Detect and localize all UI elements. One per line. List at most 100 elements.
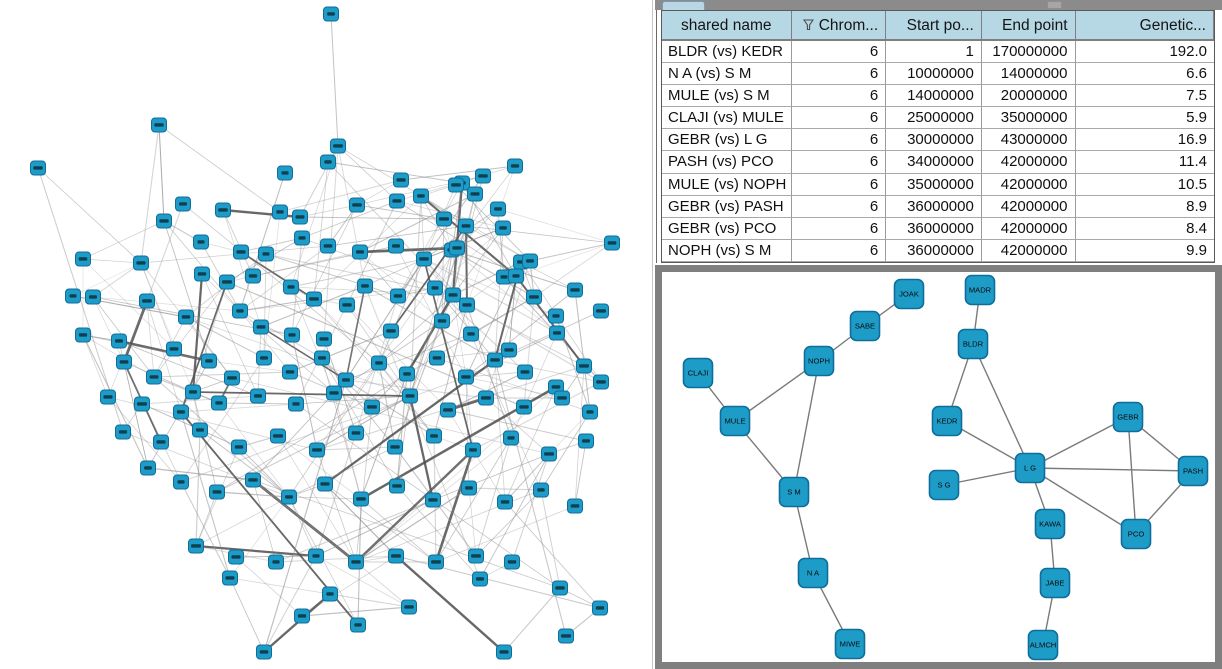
table-cell[interactable]: 11.4 [1075, 151, 1214, 174]
network-node[interactable] [139, 293, 155, 309]
network-edge[interactable] [423, 258, 558, 334]
network-node[interactable] [475, 168, 491, 184]
network-edge[interactable] [465, 376, 470, 489]
network-node[interactable] [593, 303, 609, 319]
column-header-start-po-[interactable]: Start po... [886, 11, 982, 41]
network-node[interactable] [508, 268, 524, 284]
network-node[interactable] [495, 220, 511, 236]
network-node[interactable] [496, 644, 512, 660]
network-edge[interactable] [503, 587, 561, 653]
network-node[interactable] [288, 396, 304, 412]
network-edge[interactable] [395, 555, 505, 653]
network-edge[interactable] [497, 208, 613, 244]
network-edge[interactable] [316, 449, 357, 563]
network-edge[interactable] [275, 555, 397, 563]
network-node[interactable] [316, 331, 332, 347]
network-edge[interactable] [355, 561, 410, 608]
network-node[interactable] [413, 188, 429, 204]
network-edge[interactable] [345, 258, 425, 381]
network-edge[interactable] [346, 304, 449, 411]
network-edge[interactable] [548, 411, 591, 455]
network-edge[interactable] [107, 396, 182, 483]
network-edge[interactable] [185, 316, 265, 359]
network-edge[interactable] [434, 449, 475, 563]
table-cell[interactable]: PASH (vs) PCO [662, 151, 792, 174]
table-cell[interactable]: NOPH (vs) S M [662, 239, 792, 262]
network-node[interactable] [593, 374, 609, 390]
table-cell[interactable]: 6 [791, 151, 887, 174]
table-row[interactable]: GEBR (vs) L G 6 30000000 43000000 16.9 [662, 129, 1214, 152]
network-edge[interactable] [511, 453, 550, 563]
table-cell[interactable]: GEBR (vs) PASH [662, 195, 792, 218]
column-header-genetic-[interactable]: Genetic... [1075, 11, 1214, 41]
network-edge[interactable] [146, 300, 155, 378]
network-edge[interactable] [290, 258, 425, 288]
network-edge[interactable] [180, 357, 265, 483]
network-edge[interactable] [229, 577, 265, 653]
table-cell[interactable]: 10.5 [1075, 174, 1214, 196]
network-edge[interactable] [195, 491, 218, 547]
network-edge[interactable] [216, 373, 408, 493]
network-node[interactable] [111, 333, 127, 349]
network-edge[interactable] [313, 161, 329, 300]
network-node[interactable] [387, 439, 403, 455]
network-node[interactable] [270, 428, 286, 444]
table-row[interactable]: NOPH (vs) S M 6 36000000 42000000 9.9 [662, 239, 1214, 262]
network-node[interactable] [192, 422, 208, 438]
network-node-pash[interactable]: PASH [1177, 455, 1209, 487]
network-edge[interactable] [465, 225, 613, 244]
network-edge[interactable] [529, 242, 613, 262]
network-edge[interactable] [435, 437, 512, 563]
panel-splitter[interactable] [652, 0, 656, 669]
network-edge[interactable] [364, 285, 481, 580]
network-node[interactable] [461, 480, 477, 496]
network-node[interactable] [166, 341, 182, 357]
network-edge[interactable] [229, 577, 331, 595]
network-node-claji[interactable]: CLAJI [682, 357, 714, 389]
network-edge[interactable] [222, 209, 262, 328]
network-edge[interactable] [316, 395, 411, 451]
network-node[interactable] [175, 196, 191, 212]
table-cell[interactable]: 6 [791, 107, 887, 130]
network-node[interactable] [389, 193, 405, 209]
network-node[interactable] [115, 424, 131, 440]
network-node[interactable] [578, 433, 594, 449]
table-row[interactable]: GEBR (vs) PCO 6 36000000 42000000 8.4 [662, 217, 1214, 240]
network-edge[interactable] [324, 483, 437, 563]
network-edge[interactable] [260, 326, 347, 381]
network-edge[interactable] [180, 403, 297, 413]
network-node[interactable] [402, 388, 418, 404]
network-edge[interactable] [397, 182, 463, 297]
network-edge[interactable] [324, 349, 510, 485]
network-node[interactable] [268, 554, 284, 570]
network-node[interactable] [85, 289, 101, 305]
network-edge[interactable] [355, 386, 557, 563]
network-edge[interactable] [327, 161, 454, 296]
main-network-canvas[interactable] [0, 0, 652, 669]
network-node[interactable] [140, 460, 156, 476]
network-node[interactable] [314, 350, 330, 366]
network-edge[interactable] [240, 237, 303, 253]
network-edge[interactable] [1127, 416, 1137, 535]
network-node[interactable] [134, 396, 150, 412]
network-node-n-a[interactable]: N A [797, 557, 829, 589]
network-node-gebr[interactable]: GEBR [1112, 401, 1144, 433]
network-node[interactable] [211, 395, 227, 411]
network-node[interactable] [517, 364, 533, 380]
network-node[interactable] [352, 244, 368, 260]
network-node[interactable] [554, 390, 570, 406]
network-edge[interactable] [443, 218, 472, 335]
network-node[interactable] [326, 385, 342, 401]
network-edge[interactable] [316, 247, 458, 451]
network-edge[interactable] [315, 555, 410, 608]
table-row[interactable]: MULE (vs) NOPH 6 35000000 42000000 10.5 [662, 173, 1214, 196]
network-node[interactable] [440, 402, 456, 418]
table-cell[interactable]: 6 [791, 85, 887, 108]
network-edge[interactable] [465, 376, 563, 399]
table-cell[interactable]: 6 [791, 239, 887, 262]
network-node[interactable] [426, 428, 442, 444]
network-node[interactable] [416, 251, 432, 267]
network-edge[interactable] [123, 361, 149, 469]
table-row[interactable]: PASH (vs) PCO 6 34000000 42000000 11.4 [662, 151, 1214, 174]
network-node-madr[interactable]: MADR [964, 274, 996, 306]
